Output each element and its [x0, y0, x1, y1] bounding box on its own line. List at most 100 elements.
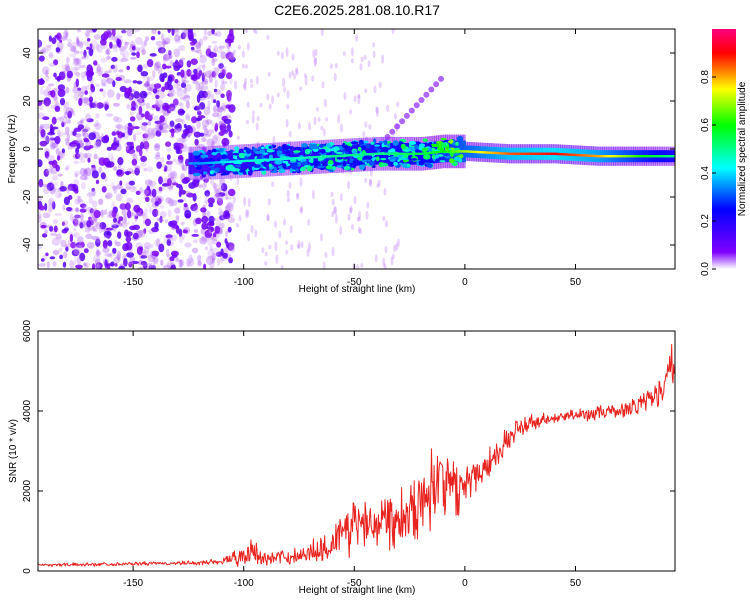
- noise-cell: [268, 103, 272, 110]
- noise-cell: [366, 201, 370, 209]
- ridge-cell: [456, 135, 464, 142]
- noise-cell: [211, 247, 219, 257]
- noise-cell: [60, 239, 67, 248]
- noise-cell: [333, 73, 337, 82]
- noise-cell: [211, 129, 215, 134]
- noise-cell: [75, 147, 80, 155]
- noise-cell: [196, 50, 202, 54]
- noise-cell: [266, 213, 270, 221]
- noise-cell: [170, 220, 178, 226]
- spectrogram-ylabel: Frequency (Hz): [7, 115, 18, 184]
- noise-cell: [73, 170, 81, 176]
- noise-cell: [77, 195, 82, 204]
- noise-cell: [95, 221, 103, 230]
- noise-cell: [288, 72, 292, 79]
- noise-cell: [368, 124, 372, 130]
- noise-cell: [89, 208, 94, 214]
- noise-cell: [39, 140, 48, 147]
- ridge-cell: [304, 148, 311, 155]
- noise-cell: [299, 86, 303, 91]
- noise-cell: [264, 251, 268, 257]
- ridge-core: [323, 155, 326, 158]
- ridge-core: [417, 152, 420, 155]
- noise-cell: [38, 203, 43, 210]
- noise-cell: [65, 31, 68, 38]
- noise-cell: [216, 241, 222, 248]
- noise-cell: [76, 198, 84, 203]
- noise-cell: [228, 257, 234, 264]
- noise-cell: [295, 68, 299, 76]
- noise-cell: [211, 57, 216, 66]
- noise-cell: [360, 263, 364, 268]
- noise-cell: [38, 105, 44, 111]
- noise-cell: [148, 207, 153, 214]
- noise-cell: [178, 44, 186, 52]
- noise-cell: [225, 52, 234, 60]
- noise-cell: [91, 187, 95, 192]
- noise-cell: [232, 195, 236, 204]
- ridge-core: [309, 156, 312, 159]
- noise-cell: [213, 182, 217, 190]
- snr-ylabel: SNR (10 * v/v): [8, 419, 19, 483]
- noise-cell: [184, 190, 191, 195]
- noise-cell: [174, 79, 179, 84]
- noise-cell: [145, 196, 150, 202]
- ridge-cell: [301, 160, 308, 166]
- noise-cell: [104, 195, 111, 200]
- noise-cell: [74, 207, 79, 212]
- ridge-core: [422, 152, 425, 155]
- y-tick-label: -40: [22, 237, 33, 252]
- noise-cell: [271, 95, 275, 105]
- noise-cell: [118, 124, 123, 132]
- noise-cell: [82, 124, 91, 133]
- noise-cell: [377, 179, 381, 187]
- noise-cell: [61, 221, 65, 226]
- ridge-core: [416, 152, 418, 155]
- noise-cell: [320, 29, 324, 37]
- ridge-cell: [447, 140, 454, 143]
- noise-cell: [131, 260, 140, 265]
- noise-cell: [91, 263, 96, 269]
- ridge-cell: [198, 149, 205, 153]
- noise-cell: [251, 114, 255, 124]
- noise-cell: [324, 251, 328, 258]
- noise-cell: [133, 91, 140, 99]
- noise-cell: [98, 157, 107, 166]
- noise-cell: [193, 131, 201, 138]
- ridge-core: [406, 152, 409, 155]
- noise-cell: [186, 69, 192, 77]
- noise-cell: [50, 184, 56, 188]
- noise-cell: [88, 216, 92, 221]
- noise-cell: [47, 154, 55, 162]
- noise-cell: [173, 145, 181, 151]
- noise-cell: [48, 206, 53, 214]
- noise-cell: [61, 121, 67, 125]
- noise-cell: [166, 248, 170, 258]
- noise-cell: [212, 112, 220, 118]
- noise-cell: [143, 83, 150, 88]
- noise-cell: [207, 45, 212, 50]
- noise-cell: [220, 51, 227, 60]
- noise-cell: [151, 264, 156, 269]
- x-tick-label: 50: [570, 277, 582, 288]
- noise-cell: [331, 246, 335, 257]
- ridge-core: [628, 155, 631, 158]
- noise-cell: [204, 190, 211, 197]
- noise-cell: [272, 135, 276, 145]
- ridge-core: [507, 152, 510, 155]
- noise-cell: [204, 128, 209, 136]
- ridge-cell: [229, 149, 234, 153]
- ridge-core: [332, 155, 335, 158]
- ridge-cell: [426, 163, 433, 168]
- ridge-core: [592, 154, 595, 158]
- noise-cell: [144, 218, 151, 227]
- noise-cell: [205, 255, 214, 265]
- ridge-cell: [396, 147, 401, 154]
- noise-cell: [41, 47, 49, 53]
- ridge-cell: [361, 145, 366, 151]
- noise-cell: [126, 231, 133, 237]
- x-tick-label: 0: [462, 277, 468, 288]
- noise-cell: [113, 136, 122, 143]
- noise-cell: [42, 66, 50, 75]
